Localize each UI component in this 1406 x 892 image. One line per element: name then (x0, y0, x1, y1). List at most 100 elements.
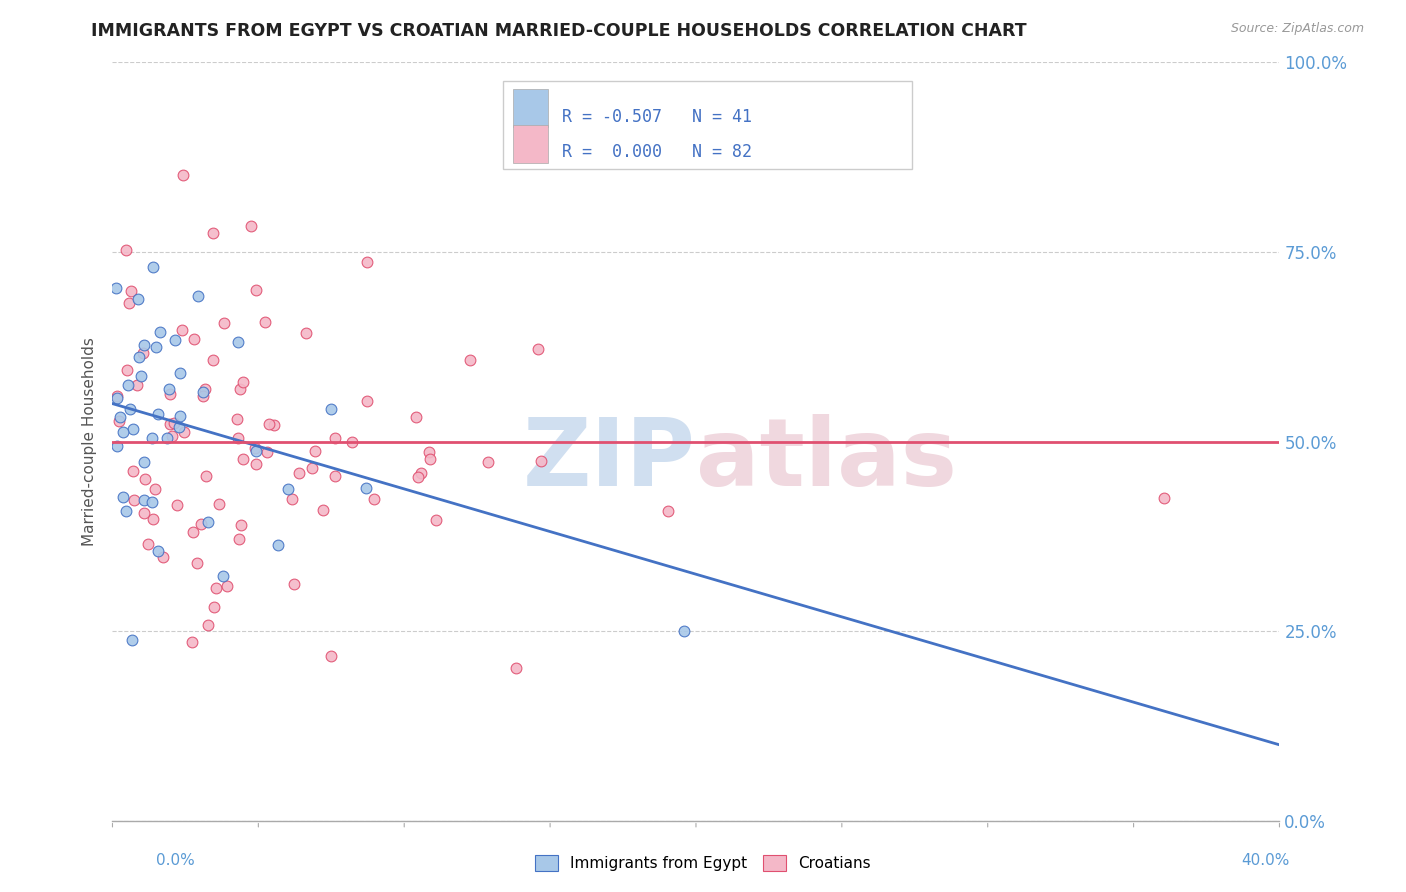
Point (195, 469, 218, 483)
Point (159, 417, 181, 431)
Point (301, 460, 323, 475)
Point (231, 452, 253, 467)
Point (288, 467, 311, 481)
Point (356, 393, 378, 408)
Point (245, 443, 267, 458)
Point (167, 420, 190, 434)
Point (505, 661, 527, 675)
Point (277, 482, 299, 496)
Point (228, 382, 250, 396)
Point (191, 389, 214, 403)
Point (105, 391, 128, 405)
Point (405, 409, 427, 424)
Point (108, 410, 131, 425)
FancyBboxPatch shape (503, 81, 912, 169)
Point (212, 568, 235, 582)
Point (202, 353, 225, 368)
Point (138, 537, 160, 551)
Point (132, 346, 155, 360)
Point (166, 499, 188, 513)
Point (231, 517, 253, 532)
Point (156, 431, 179, 445)
Point (226, 412, 249, 426)
Point (142, 260, 165, 275)
Point (186, 557, 208, 571)
Point (254, 315, 277, 329)
Point (127, 378, 149, 392)
Point (159, 387, 181, 401)
Point (121, 632, 143, 647)
Point (134, 472, 156, 486)
Point (145, 340, 167, 354)
Point (267, 538, 290, 552)
Point (240, 219, 263, 234)
Point (187, 289, 209, 303)
Point (152, 550, 174, 565)
Point (226, 334, 249, 349)
Point (406, 470, 429, 484)
Point (323, 431, 346, 445)
Point (134, 455, 156, 469)
Point (425, 513, 447, 527)
Point (673, 624, 696, 638)
Point (105, 281, 128, 295)
Point (173, 425, 195, 439)
Point (319, 648, 342, 663)
Point (197, 516, 219, 530)
Point (132, 506, 155, 520)
Point (170, 324, 193, 338)
Point (245, 457, 267, 471)
Point (169, 409, 191, 423)
Point (115, 244, 138, 258)
Y-axis label: Married-couple Households: Married-couple Households (82, 337, 97, 546)
Point (419, 452, 441, 467)
Text: IMMIGRANTS FROM EGYPT VS CROATIAN MARRIED-COUPLE HOUSEHOLDS CORRELATION CHART: IMMIGRANTS FROM EGYPT VS CROATIAN MARRIE… (91, 22, 1026, 40)
Point (118, 296, 141, 310)
Text: Source: ZipAtlas.com: Source: ZipAtlas.com (1230, 22, 1364, 36)
Point (257, 417, 280, 431)
Point (228, 532, 250, 546)
Point (127, 292, 149, 306)
Point (356, 255, 378, 269)
Point (142, 512, 165, 526)
Point (409, 466, 432, 480)
Point (190, 516, 212, 531)
Point (323, 468, 346, 483)
Point (141, 431, 163, 445)
Point (183, 332, 205, 346)
Point (202, 600, 225, 615)
Bar (513, 89, 548, 127)
Point (149, 326, 172, 340)
Point (181, 524, 204, 539)
Bar (513, 125, 548, 162)
Point (214, 316, 236, 330)
Point (208, 497, 231, 511)
Point (197, 618, 219, 632)
Point (169, 366, 191, 380)
Point (105, 439, 128, 453)
Point (134, 493, 156, 508)
Text: R =  0.000   N = 82: R = 0.000 N = 82 (562, 143, 752, 161)
Point (205, 581, 228, 595)
Point (163, 333, 186, 347)
Point (217, 579, 239, 593)
Point (146, 544, 169, 558)
Point (243, 441, 266, 455)
Point (117, 378, 139, 392)
Point (105, 389, 128, 403)
Point (111, 491, 134, 505)
Point (191, 385, 214, 400)
Point (115, 363, 138, 377)
Point (304, 443, 326, 458)
Point (163, 416, 186, 430)
Point (122, 464, 145, 478)
Point (281, 491, 304, 506)
Point (129, 369, 152, 384)
Point (194, 382, 217, 396)
Point (120, 284, 142, 298)
Text: ZIP: ZIP (523, 415, 696, 507)
Point (245, 284, 267, 298)
Legend: Immigrants from Egypt, Croatians: Immigrants from Egypt, Croatians (529, 849, 877, 877)
Point (232, 375, 254, 389)
Point (118, 401, 141, 416)
